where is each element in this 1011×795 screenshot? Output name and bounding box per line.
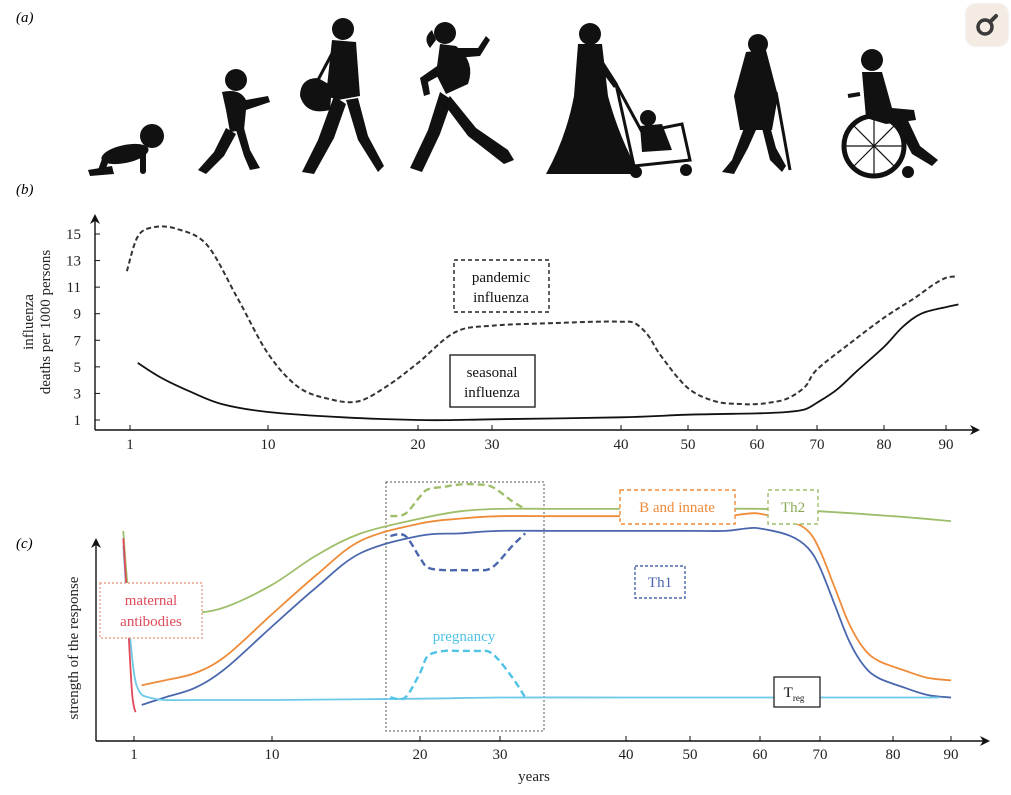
elderly-person-with-cane-icon: [722, 34, 792, 174]
panel-c-x-tick-label: 30: [493, 747, 508, 763]
pregnancy-label: pregnancy: [433, 629, 496, 645]
th2-label-box: Th2: [767, 489, 819, 525]
magnifier-icon: [976, 14, 998, 36]
panel-b-ylabel-line1: influenza: [21, 294, 37, 350]
svg-text:Treg: Treg: [784, 685, 805, 703]
panel-b-x-tick-label: 60: [750, 437, 765, 453]
treg-label-sub: reg: [793, 693, 805, 703]
silhouette-row: [88, 18, 938, 179]
panel-label-c: (c): [16, 536, 33, 552]
panel-c-axes: [91, 538, 990, 746]
panel-label-b: (b): [16, 182, 34, 198]
panel-b-y-tick-label: 15: [66, 227, 81, 243]
th1-label: Th1: [648, 575, 672, 591]
panel-label-a: (a): [16, 10, 34, 26]
b-innate-line: [141, 512, 952, 687]
panel-b-x-tick-label: 20: [411, 437, 426, 453]
th2-preg-line: [390, 482, 526, 518]
panel-c-x-tick-label: 80: [886, 747, 901, 763]
person-in-wheelchair-icon: [841, 49, 938, 179]
toddler-walking-icon: [198, 69, 270, 174]
treg-label-box: Treg: [773, 676, 821, 708]
th1-line: [141, 526, 952, 706]
b-and-innate-label-box: B and innate: [619, 489, 736, 525]
th1-label-box: Th1: [634, 565, 686, 599]
pandemic-influenza-line: [125, 225, 956, 406]
pandemic-influenza-label-box: pandemic influenza: [453, 259, 550, 313]
baby-crawling-icon: [88, 124, 164, 176]
panel-c-x-tick-label: 20: [413, 747, 428, 763]
panel-c-tick-labels: 1 10 20 30 40 50 60 70 80 90: [130, 747, 958, 763]
th1-preg-line: [390, 532, 527, 572]
pregnancy-highlight-box: [385, 481, 545, 732]
panel-c-x-tick-label: 90: [944, 747, 959, 763]
panel-c-x-tick-label: 50: [683, 747, 698, 763]
panel-b-x-tick-label: 10: [261, 437, 276, 453]
seasonal-influenza-label-box: seasonal influenza: [449, 354, 536, 408]
panel-b-y-tick-label: 13: [66, 254, 81, 270]
panel-b-y-tick-label: 5: [74, 360, 82, 376]
panel-c-x-tick-label: 1: [130, 747, 138, 763]
panel-c-ylabel: strength of the response: [66, 576, 82, 719]
maternal-label-line2: antibodies: [120, 614, 182, 630]
seasonal-label-line1: seasonal: [467, 365, 518, 381]
th2-label: Th2: [781, 500, 805, 516]
panel-c-xlabel: years: [518, 769, 550, 785]
panel-b-axes: [90, 214, 980, 435]
panel-b-x-tick-label: 70: [810, 437, 825, 453]
panel-c-x-tick-label: 70: [813, 747, 828, 763]
pregnancy-line: [390, 649, 527, 701]
maternal-label-line1: maternal: [125, 593, 177, 609]
b-and-innate-label: B and innate: [639, 500, 715, 516]
panel-c-x-tick-label: 40: [619, 747, 634, 763]
seasonal-influenza-line: [137, 303, 959, 422]
panel-b-y-tick-label: 9: [74, 307, 82, 323]
panel-b-x-tick-label: 1: [126, 437, 134, 453]
panel-b-series: [125, 225, 959, 422]
maternal-antibodies-label-box: maternal antibodies: [99, 582, 203, 639]
pregnant-woman-running-icon: [410, 22, 514, 172]
pandemic-label-line2: influenza: [473, 290, 529, 306]
panel-b-y-tick-label: 11: [67, 280, 81, 296]
panel-b-y-tick-label: 3: [74, 386, 82, 402]
panel-b-y-tick-label: 7: [74, 333, 82, 349]
panel-b-x-tick-label: 30: [485, 437, 500, 453]
panel-c-x-tick-label: 60: [753, 747, 768, 763]
lens-tool-button[interactable]: [966, 4, 1008, 46]
panel-b-y-tick-label: 1: [74, 413, 82, 429]
panel-b-ylabel-line2: deaths per 1000 persons: [38, 250, 54, 395]
maternal-line: [122, 538, 137, 713]
panel-b-x-tick-label: 50: [681, 437, 696, 453]
seasonal-label-line2: influenza: [464, 385, 520, 401]
panel-c-immune-response-chart: 1 10 20 30 40 50 60 70 80 90 strength of the resp…: [66, 481, 990, 785]
woman-with-handbag-icon: [300, 18, 384, 174]
pandemic-label-line1: pandemic: [472, 270, 531, 286]
panel-b-x-tick-label: 90: [939, 437, 954, 453]
panel-b-x-tick-label: 80: [877, 437, 892, 453]
panel-c-series: [122, 482, 952, 713]
panel-b-x-tick-label: 40: [614, 437, 629, 453]
woman-with-stroller-icon: [546, 23, 692, 178]
panel-c-x-tick-label: 10: [265, 747, 280, 763]
th2-line: [122, 507, 952, 616]
treg-label-main: T: [784, 685, 793, 701]
